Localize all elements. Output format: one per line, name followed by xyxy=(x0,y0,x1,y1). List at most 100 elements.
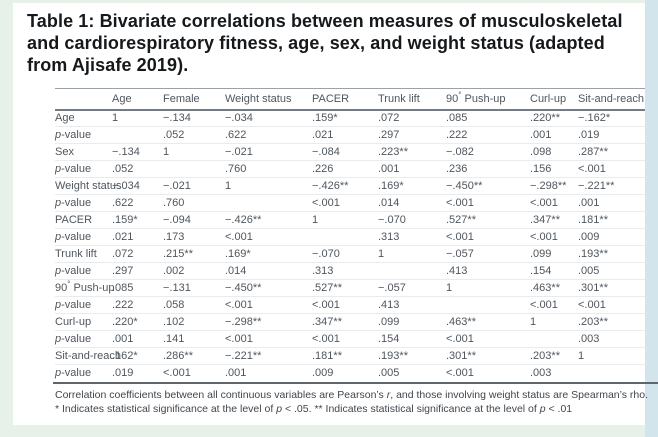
table-cell xyxy=(578,365,645,382)
column-header-blank xyxy=(55,88,112,111)
p-value-row: p-value .001.141 <.001 <.001.154 <.001.003 xyxy=(55,330,645,348)
row-label: Weight status xyxy=(55,177,121,195)
table-cell: .222 xyxy=(446,126,530,144)
column-header: Sit-and-reach xyxy=(578,88,645,111)
table-cell: .014 xyxy=(378,194,446,212)
variable-row: PACER .159* −.094 −.426** 1 −.070.527** .347**… xyxy=(55,211,645,229)
table-cell: 1 xyxy=(225,177,312,195)
column-header: Trunk lift xyxy=(378,88,446,111)
column-header: Curl-up xyxy=(530,88,578,111)
table-cell: .001 xyxy=(112,330,163,348)
table-cell: .003 xyxy=(578,330,645,348)
table-cell: .220* xyxy=(112,313,163,331)
table-cell: −.021 xyxy=(163,177,225,195)
variable-row: Curl-up .220* .102 −.298** .347** .099.463** 1… xyxy=(55,313,645,331)
table-cell: .203** xyxy=(578,313,645,331)
table-cell: .286** xyxy=(163,347,225,365)
column-header: Weight status xyxy=(225,88,312,111)
row-label: p-value xyxy=(55,367,92,380)
table-cell: .085 xyxy=(446,109,530,127)
table-cell: .413 xyxy=(446,262,530,280)
table-cell: .085 xyxy=(112,279,163,297)
table-cell: .154 xyxy=(530,262,578,280)
table-cell xyxy=(530,330,578,348)
table-cell: .760 xyxy=(225,160,312,178)
footnote-text-segment: p xyxy=(276,402,283,415)
variable-row: Weight status −.034 −.021 1 −.426** .169* −.45… xyxy=(55,177,645,195)
column-header: PACER xyxy=(312,88,378,111)
table-cell: .005 xyxy=(578,262,645,280)
table-cell: .058 xyxy=(163,296,225,314)
table-cell: .622 xyxy=(112,194,163,212)
table-cell: .173 xyxy=(163,228,225,246)
table-cell: −.426** xyxy=(225,211,312,229)
table-cell: .222 xyxy=(112,296,163,314)
table-cell: <.001 xyxy=(530,228,578,246)
table-cell: .005 xyxy=(378,367,400,380)
table-body: Age 1 −.134 −.034.159* .072.085.220** −.162* p… xyxy=(55,109,645,382)
table-cell: −.057 xyxy=(378,279,446,297)
table-cell: .072 xyxy=(112,245,163,263)
table-cell: 1 xyxy=(112,109,163,127)
table-cell xyxy=(446,296,530,314)
footnote-text-segment: Correlation coefficients between all con… xyxy=(55,388,387,401)
table-cell: −.221** xyxy=(578,177,645,195)
table-cell: .099 xyxy=(378,313,446,331)
table-cell: .052 xyxy=(112,160,163,178)
p-value-row: p-value .019 <.001 .001 .009 .005 <.001 .003 xyxy=(55,365,645,382)
table-cell: −.450** xyxy=(446,177,530,195)
table-cell: .413 xyxy=(378,296,446,314)
table-cell: .193** xyxy=(378,347,446,365)
row-label: Sex xyxy=(55,143,112,161)
table-cell: .021 xyxy=(312,126,378,144)
table-cell: −.070 xyxy=(378,211,446,229)
table-cell: <.001 xyxy=(312,194,378,212)
table-cell: −.162* xyxy=(578,109,645,127)
table-bottom-rule xyxy=(53,381,658,384)
footnote-text-segment: p xyxy=(539,402,546,415)
table-cell: <.001 xyxy=(225,330,312,348)
table-cell: .297 xyxy=(112,262,163,280)
table-cell: .102 xyxy=(163,313,225,331)
table-cell xyxy=(378,262,446,280)
table-cell: .313 xyxy=(312,262,378,280)
table-cell: <.001 xyxy=(446,228,530,246)
row-label: p-value xyxy=(55,296,112,314)
table-cell: −.034 xyxy=(112,177,163,195)
table-cell: .169* xyxy=(378,177,446,195)
table-cell: .220** xyxy=(530,109,578,127)
table-cell: −.134 xyxy=(163,109,225,127)
table-cell: <.001 xyxy=(446,367,474,380)
table-cell: <.001 xyxy=(446,330,530,348)
p-value-row: p-value .622.760 <.001.014 <.001 <.001.001 xyxy=(55,194,645,212)
table-cell xyxy=(225,194,312,212)
content-card: Table 1: Bivariate correlations between … xyxy=(13,3,658,425)
row-label: Sit-and-reach xyxy=(55,347,121,365)
table-cell: .141 xyxy=(163,330,225,348)
footnote-text-segment: < .05. ** Indicates statistical signific… xyxy=(282,402,540,415)
table-cell: −.021 xyxy=(225,143,312,161)
table-cell: .014 xyxy=(225,262,312,280)
table-cell: −.450** xyxy=(225,279,312,297)
table-cell: .760 xyxy=(163,194,225,212)
variable-row: 90° Push-up .085 −.131 −.450** .527** −.057 1.… xyxy=(55,279,645,297)
row-label: p-value xyxy=(55,330,112,348)
table-cell: .099 xyxy=(530,245,578,263)
table-cell: −.094 xyxy=(163,211,225,229)
footnote-text-segment: < .01 xyxy=(545,402,573,415)
table-cell: .156 xyxy=(530,160,578,178)
row-label: Trunk lift xyxy=(55,245,112,263)
table-cell: .527** xyxy=(312,279,378,297)
table-cell: .001 xyxy=(530,126,578,144)
table-cell: .527** xyxy=(446,211,530,229)
table-cell: −.298** xyxy=(530,177,578,195)
p-value-row: p-value .222.058 <.001 <.001.413 <.001 <.001 xyxy=(55,296,645,314)
table-cell: .463** xyxy=(530,279,578,297)
column-header: Age xyxy=(112,88,163,111)
row-label: Age xyxy=(55,109,112,127)
table-cell: 1 xyxy=(530,313,578,331)
table-cell: .021 xyxy=(112,228,163,246)
table-cell: .287** xyxy=(578,143,645,161)
table-cell: .001 xyxy=(578,194,645,212)
table-cell: <.001 xyxy=(530,296,578,314)
